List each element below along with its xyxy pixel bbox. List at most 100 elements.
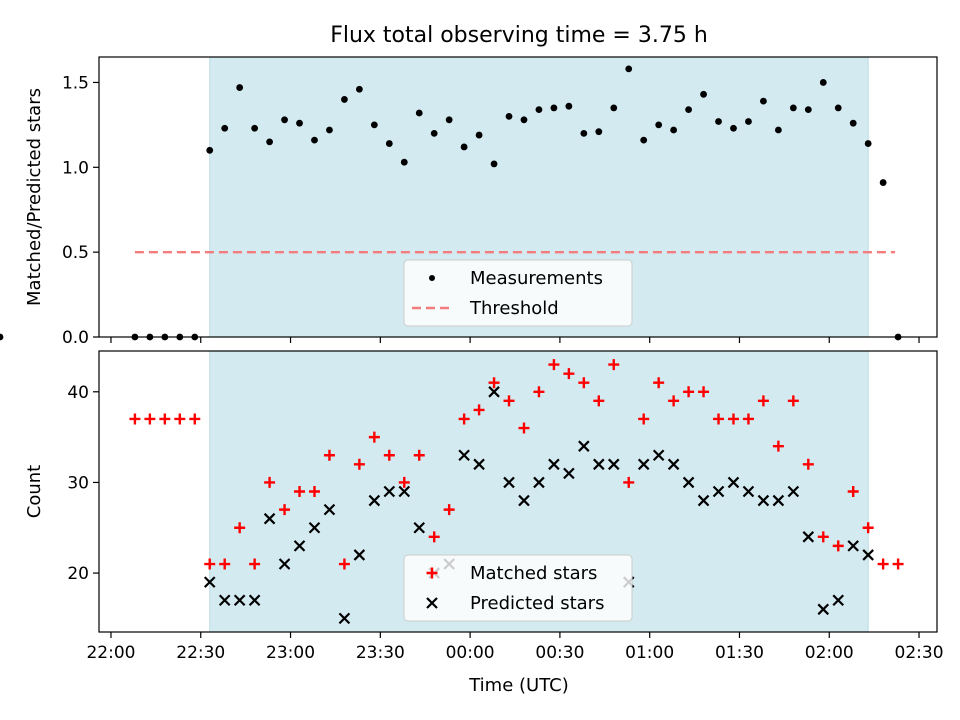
- matched-star-point: [353, 458, 365, 470]
- x-tick-label: 22:00: [86, 643, 135, 663]
- matched-star-point: [802, 458, 814, 470]
- axes-frame: [98, 350, 938, 633]
- x-tick-label: 22:30: [176, 643, 225, 663]
- measurement-point: [700, 90, 707, 98]
- measurement-point: [550, 104, 558, 112]
- measurement-point: [715, 118, 722, 125]
- matched-star-point: [473, 404, 485, 416]
- predicted-star-point: [563, 467, 575, 480]
- measurement-point: [251, 124, 259, 132]
- matched-star-point: [338, 558, 350, 570]
- measurement-point: [460, 143, 468, 151]
- measurement-point: [774, 126, 782, 134]
- x-tick-label: 00:30: [535, 643, 584, 663]
- matched-star-point: [204, 558, 216, 570]
- predicted-star-point: [578, 440, 590, 452]
- measurement-point: [595, 128, 603, 136]
- predicted-star-point: [847, 540, 859, 552]
- matched-star-point: [174, 413, 186, 425]
- predicted-star-point: [338, 612, 351, 625]
- matched-star-point: [877, 558, 889, 570]
- measurement-point: [326, 126, 333, 134]
- predicted-star-point: [518, 494, 530, 507]
- measurement-point: [625, 65, 633, 73]
- measurement-point: [580, 129, 588, 137]
- predicted-star-point: [263, 512, 276, 525]
- predicted-star-point: [832, 594, 845, 607]
- matched-star-point: [548, 359, 560, 371]
- matched-star-point: [862, 522, 874, 534]
- predicted-star-point: [233, 594, 246, 607]
- legend-label: Matched stars: [470, 563, 597, 584]
- matched-star-point: [668, 395, 680, 407]
- legend-label: Predicted stars: [470, 593, 604, 614]
- matched-star-point: [279, 504, 291, 516]
- predicted-star-point: [308, 521, 321, 534]
- matched-star-point: [892, 558, 904, 570]
- predicted-star-point: [862, 549, 874, 561]
- measurement-point: [400, 158, 408, 166]
- bottom-panel: 20 30 40 22:00 22:30 23:00 23:30 00:00 00:30 01:0…: [24, 351, 944, 663]
- matched-star-point: [772, 440, 784, 452]
- matched-star-point: [323, 449, 335, 461]
- y-tick-label: 40: [67, 383, 89, 403]
- predicted-star-point: [488, 386, 500, 398]
- chart-title: Flux total observing time = 3.75 h: [330, 23, 708, 48]
- matched-star-point: [234, 522, 246, 534]
- matched-star-point: [832, 540, 844, 552]
- measurement-point: [849, 119, 857, 127]
- measurement-point: [355, 85, 363, 93]
- matched-star-point: [458, 413, 470, 425]
- legend-predicted-marker: [426, 597, 438, 609]
- matched-star-point: [817, 531, 829, 543]
- matched-star-point: [593, 395, 605, 407]
- measurement-point: [430, 129, 438, 137]
- matched-star-point: [488, 377, 500, 389]
- matched-star-point: [308, 486, 320, 497]
- matched-star-point: [653, 377, 665, 389]
- predicted-star-point: [548, 458, 560, 471]
- predicted-star-point: [353, 549, 366, 561]
- predicted-star-point: [697, 494, 710, 507]
- measurement-point: [385, 140, 393, 147]
- matched-star-point: [713, 413, 725, 425]
- measurement-point: [475, 131, 483, 139]
- measurement-point: [281, 116, 288, 124]
- matched-star-point: [578, 377, 590, 389]
- matched-star-point: [368, 431, 380, 443]
- legend-label: Measurements: [470, 268, 603, 289]
- measurement-point: [341, 96, 348, 103]
- predicted-star-point: [203, 576, 216, 588]
- predicted-star-point: [727, 476, 740, 489]
- measurement-point: [221, 124, 229, 132]
- predicted-star-point: [473, 458, 485, 471]
- legend-label: Threshold: [469, 298, 559, 319]
- measurement-point: [415, 109, 423, 117]
- matched-star-point: [563, 368, 575, 380]
- predicted-star-point: [248, 594, 261, 607]
- matched-star-point: [757, 395, 769, 407]
- axes-frame: [98, 56, 938, 338]
- x-tick-label: 23:30: [356, 643, 405, 663]
- predicted-star-point: [742, 485, 755, 498]
- measurement-point: [445, 116, 453, 124]
- predicted-star-point: [652, 449, 665, 462]
- measurement-point: [311, 136, 318, 144]
- measurement-point: [879, 179, 887, 186]
- predicted-star-point: [787, 485, 800, 498]
- measurement-point: [236, 84, 244, 91]
- measurement-point: [370, 121, 378, 129]
- measurement-point: [730, 124, 737, 132]
- x-tick-label: 01:00: [625, 643, 674, 663]
- y-tick-label: 1.0: [62, 158, 89, 178]
- matched-star-point: [608, 359, 620, 371]
- matched-star-point: [219, 558, 231, 570]
- measurement-point: [0, 333, 4, 341]
- predicted-star-point: [293, 540, 306, 552]
- x-axis-label: Time (UTC): [468, 675, 569, 696]
- matched-star-point: [264, 476, 276, 488]
- predicted-star-point: [323, 503, 336, 516]
- matched-star-point: [129, 413, 141, 425]
- predicted-star-point: [637, 458, 650, 471]
